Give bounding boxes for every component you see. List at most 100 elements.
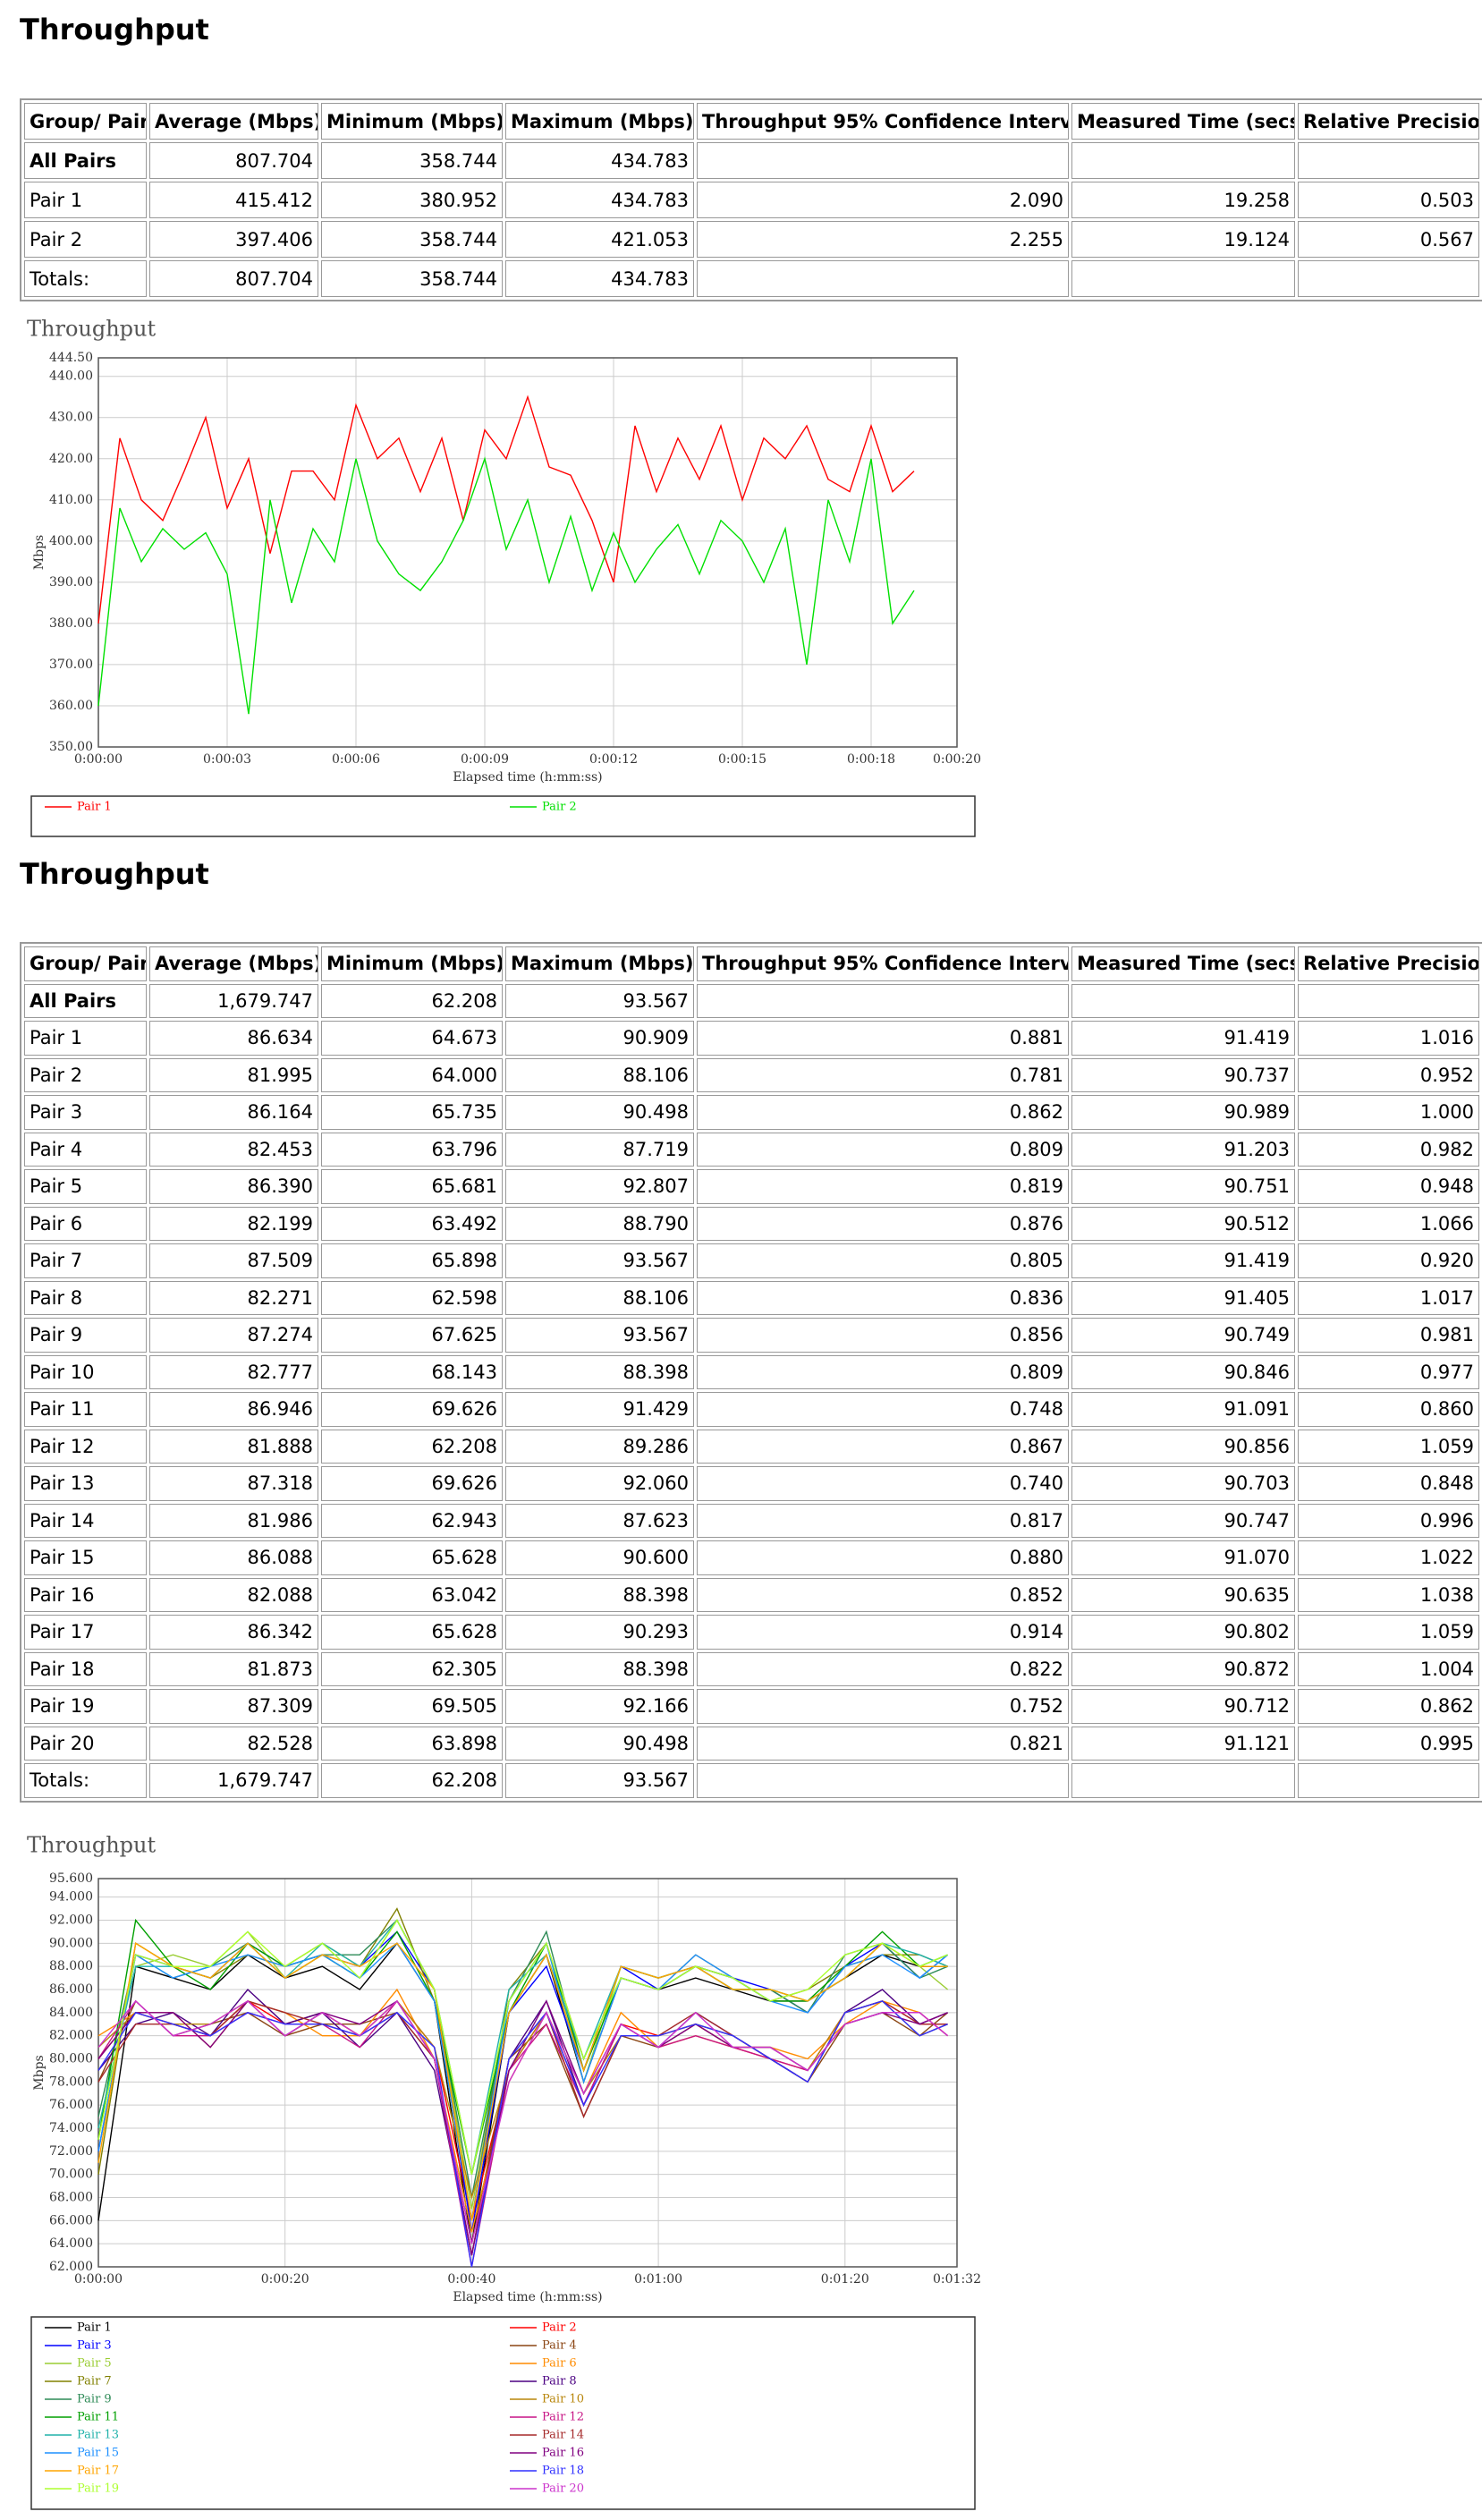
table-cell: 86.164 [149, 1095, 318, 1130]
legend-label: Pair 14 [542, 2429, 584, 2442]
table-cell: 82.528 [149, 1726, 318, 1761]
y-tick-label: 90.000 [49, 1936, 93, 1950]
legend-label: Pair 3 [77, 2339, 112, 2353]
table-cell: 88.398 [505, 1354, 694, 1389]
table-cell: 91.121 [1071, 1726, 1295, 1761]
legend-label: Pair 8 [542, 2375, 577, 2388]
table-cell: 0.567 [1298, 221, 1479, 258]
table-cell: 91.203 [1071, 1132, 1295, 1167]
header-cell: Average (Mbps) [149, 946, 318, 981]
table-cell: 0.881 [697, 1021, 1069, 1056]
header-cell: Minimum (Mbps) [321, 946, 503, 981]
table-cell: 0.867 [697, 1429, 1069, 1464]
legend-label: Pair 7 [77, 2375, 112, 2388]
series-line [97, 1919, 948, 2198]
table-cell: Pair 13 [24, 1466, 147, 1501]
series-line [97, 2000, 948, 2268]
table-cell: 0.836 [697, 1280, 1069, 1315]
section-heading: Throughput [20, 13, 209, 47]
y-tick-label: 72.000 [49, 2144, 93, 2159]
table-cell: 93.567 [505, 983, 694, 1018]
table-cell: 0.981 [1298, 1318, 1479, 1353]
chart: Throughput 62.000 64.000 66.000 68.000 70.000… [27, 1834, 981, 2510]
table-cell: 90.989 [1071, 1095, 1295, 1130]
table-cell: Pair 11 [24, 1392, 147, 1427]
table-cell: 90.802 [1071, 1615, 1295, 1650]
legend-label: Pair 10 [542, 2393, 584, 2406]
x-tick-label: 0:00:09 [461, 752, 509, 767]
table-cell: Totals: [24, 260, 147, 297]
table-cell: Pair 19 [24, 1689, 147, 1724]
table-cell: 90.909 [505, 1021, 694, 1056]
table-cell: 434.783 [505, 182, 694, 218]
table-cell: 63.898 [321, 1726, 503, 1761]
y-tick-label: 410.00 [49, 493, 93, 507]
table-cell: 91.405 [1071, 1280, 1295, 1315]
table-cell: 87.274 [149, 1318, 318, 1353]
table-cell: Pair 18 [24, 1651, 147, 1686]
table-cell: 87.509 [149, 1243, 318, 1278]
table-cell: 0.822 [697, 1651, 1069, 1686]
table-row: Pair 10 82.777 68.143 88.398 0.809 90.846 0.97… [24, 1354, 1479, 1389]
legend-label: Pair 2 [542, 2321, 577, 2335]
table-cell [697, 260, 1069, 297]
legend-box [30, 2316, 976, 2510]
x-axis-label: Elapsed time (h:mm:ss) [453, 2290, 602, 2304]
series-line [97, 1918, 948, 2175]
table-cell: 0.920 [1298, 1243, 1479, 1278]
section-heading: Throughput [20, 857, 209, 891]
header-cell: Average (Mbps) [149, 103, 318, 140]
table-cell [1071, 260, 1295, 297]
y-tick-label: 92.000 [49, 1913, 93, 1928]
y-tick-label: 95.600 [49, 1871, 93, 1886]
table-cell: 807.704 [149, 260, 318, 297]
table-cell: 1.066 [1298, 1206, 1479, 1241]
table-cell: Pair 5 [24, 1169, 147, 1204]
table-cell: 62.598 [321, 1280, 503, 1315]
table-cell: Pair 1 [24, 182, 147, 218]
table-row: Pair 4 82.453 63.796 87.719 0.809 91.203 0.982 [24, 1132, 1479, 1167]
y-tick-label: 76.000 [49, 2098, 93, 2112]
chart-title: Throughput [27, 318, 156, 342]
table-row: Pair 19 87.309 69.505 92.166 0.752 90.712 0.86… [24, 1689, 1479, 1724]
table-cell: 89.286 [505, 1429, 694, 1464]
table-row: Pair 7 87.509 65.898 93.567 0.805 91.419 0.920 [24, 1243, 1479, 1278]
header-cell: Throughput 95% Confidence Interval [697, 103, 1069, 140]
table-cell: 92.807 [505, 1169, 694, 1204]
table-row: Pair 8 82.271 62.598 88.106 0.836 91.405 1.017 [24, 1280, 1479, 1315]
x-tick-label: 0:00:18 [847, 752, 895, 767]
table-cell: 0.817 [697, 1503, 1069, 1538]
table-cell: 90.712 [1071, 1689, 1295, 1724]
legend-label: Pair 13 [77, 2429, 119, 2442]
table-row: Totals: 1,679.747 62.208 93.567 [24, 1763, 1479, 1798]
table-cell: Pair 4 [24, 1132, 147, 1167]
x-tick-label: 0:00:03 [203, 752, 251, 767]
table-cell: 81.873 [149, 1651, 318, 1686]
table-cell: 90.293 [505, 1615, 694, 1650]
table-cell [1298, 983, 1479, 1018]
table-cell: 67.625 [321, 1318, 503, 1353]
table-cell [1298, 260, 1479, 297]
header-cell: Throughput 95% Confidence Interval [697, 946, 1069, 981]
table-cell: 93.567 [505, 1763, 694, 1798]
series-line [97, 395, 915, 624]
table-cell: 92.060 [505, 1466, 694, 1501]
y-tick-label: 62.000 [49, 2260, 93, 2274]
table-cell: Pair 6 [24, 1206, 147, 1241]
y-tick-label: 94.000 [49, 1890, 93, 1905]
table-cell: 69.626 [321, 1392, 503, 1427]
header-row: Group/ Pair Average (Mbps) Minimum (Mbps) M… [24, 946, 1479, 981]
table-cell: 90.846 [1071, 1354, 1295, 1389]
table-cell [1071, 142, 1295, 179]
x-tick-label: 0:00:00 [74, 2272, 123, 2287]
series-line [97, 1999, 948, 2221]
y-tick-label: 82.000 [49, 2029, 93, 2043]
table-cell: 65.681 [321, 1169, 503, 1204]
y-axis-label: Mbps [32, 535, 47, 570]
table-row: Pair 17 86.342 65.628 90.293 0.914 90.802 1.05… [24, 1615, 1479, 1650]
table-row: Pair 20 82.528 63.898 90.498 0.821 91.121 0.99… [24, 1726, 1479, 1761]
table-cell: 1.016 [1298, 1021, 1479, 1056]
table-cell: 69.505 [321, 1689, 503, 1724]
table-cell: All Pairs [24, 142, 147, 179]
table-cell [1071, 983, 1295, 1018]
